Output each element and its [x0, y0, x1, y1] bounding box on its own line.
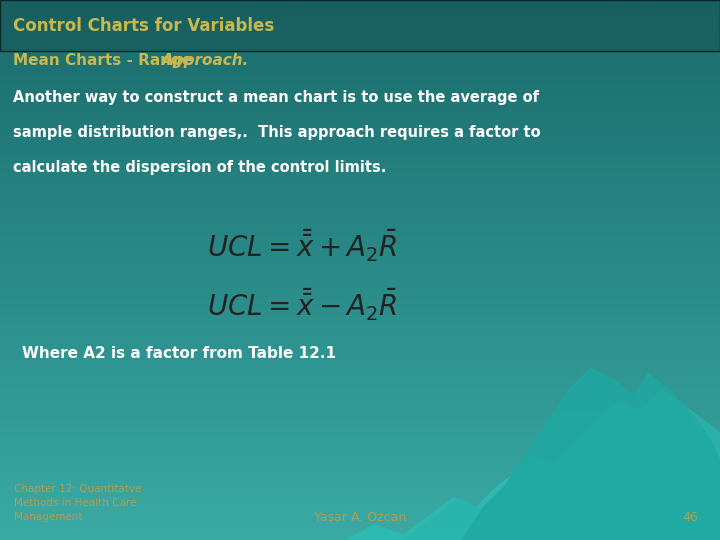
Text: .: .: [242, 53, 248, 68]
Text: 46: 46: [683, 511, 698, 524]
Text: Another way to construct a mean chart is to use the average of: Another way to construct a mean chart is…: [13, 90, 539, 105]
Text: Approach: Approach: [162, 53, 243, 68]
Text: Control Charts for Variables: Control Charts for Variables: [13, 17, 274, 35]
Text: Yasar A. Ozcan: Yasar A. Ozcan: [314, 511, 406, 524]
Polygon shape: [461, 367, 720, 540]
Text: Mean Charts - Range: Mean Charts - Range: [13, 53, 197, 68]
Text: $UCL = \bar{\bar{x}} - A_2\bar{R}$: $UCL = \bar{\bar{x}} - A_2\bar{R}$: [207, 287, 397, 323]
Text: $UCL = \bar{\bar{x}} + A_2\bar{R}$: $UCL = \bar{\bar{x}} + A_2\bar{R}$: [207, 228, 397, 264]
Text: calculate the dispersion of the control limits.: calculate the dispersion of the control …: [13, 160, 387, 175]
Text: Where A2 is a factor from Table 12.1: Where A2 is a factor from Table 12.1: [22, 346, 336, 361]
Polygon shape: [403, 389, 720, 540]
Text: Chapter 12: Quantitatve
Methods in Health Care
Management: Chapter 12: Quantitatve Methods in Healt…: [14, 484, 142, 522]
Polygon shape: [346, 416, 720, 540]
Text: sample distribution ranges,.  This approach requires a factor to: sample distribution ranges,. This approa…: [13, 125, 541, 140]
FancyBboxPatch shape: [0, 0, 720, 51]
